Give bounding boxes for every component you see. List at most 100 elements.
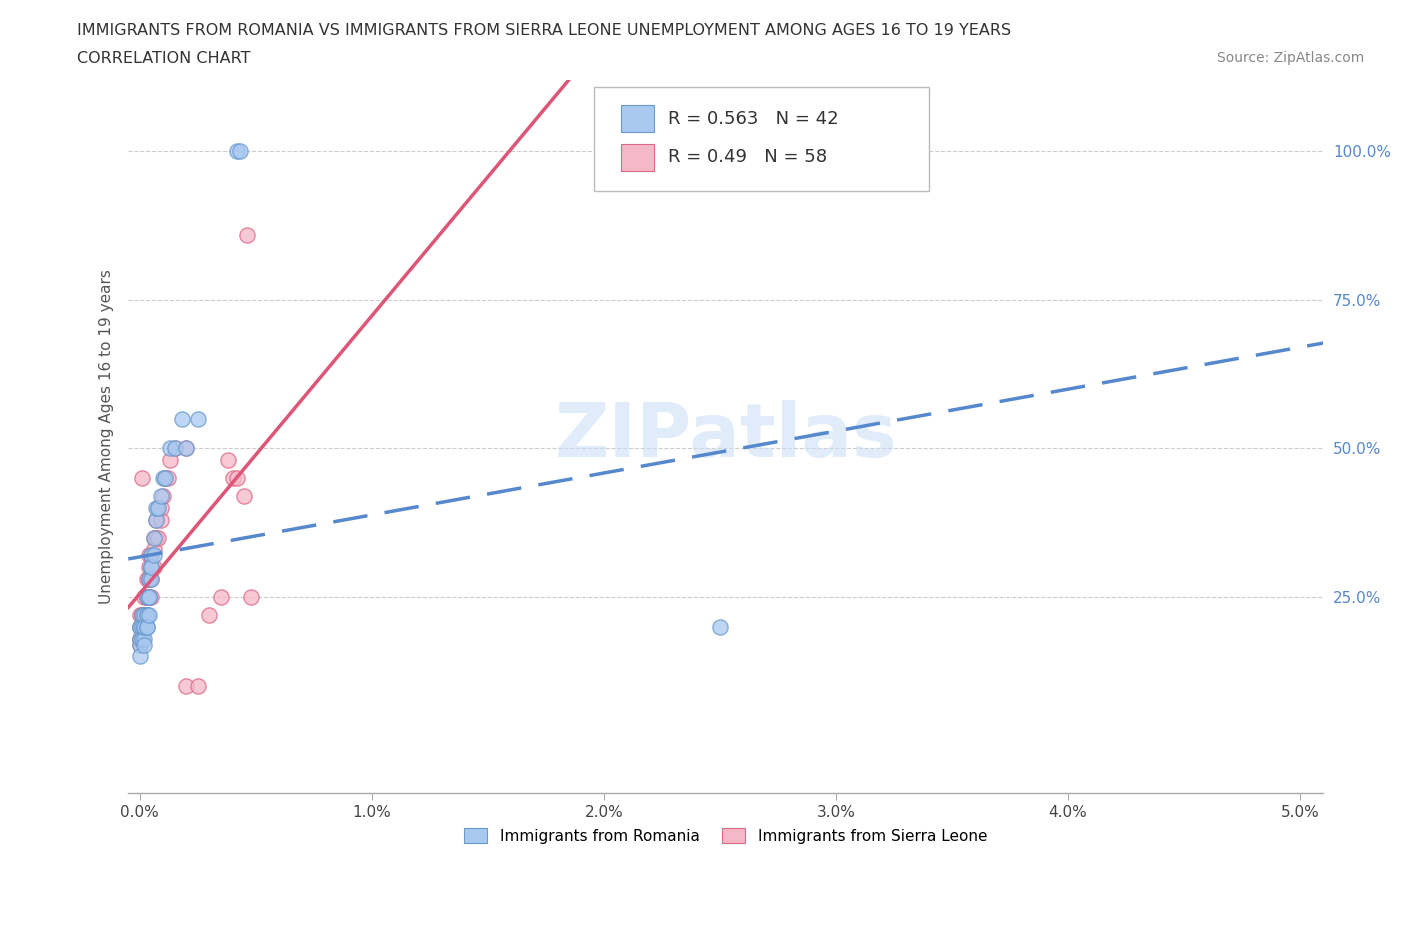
Point [141,572,163,587]
Point [170,411,193,426]
Point [138,590,160,604]
Point [142,548,165,563]
Point [138,560,160,575]
Point [134,619,156,634]
Point [145,512,167,527]
Point [174,441,197,456]
Point [131,607,153,622]
Point [221,471,243,485]
Y-axis label: Unemployment Among Ages 16 to 19 years: Unemployment Among Ages 16 to 19 years [100,269,114,604]
Point [135,590,157,604]
Point [134,607,156,622]
Point [128,637,150,652]
Point [142,530,165,545]
Point [156,471,179,485]
Point [141,560,163,575]
Bar [620,143,654,170]
Point [138,572,160,587]
Point [141,560,163,575]
Point [128,649,150,664]
Point [163,441,186,456]
Point [128,607,150,622]
Point [131,607,153,622]
Point [135,619,157,634]
Point [226,471,249,485]
Point [128,637,150,652]
Legend: Immigrants from Romania, Immigrants from Sierra Leone: Immigrants from Romania, Immigrants from… [458,821,993,850]
Text: R = 0.563   N = 42: R = 0.563 N = 42 [668,110,839,127]
Point [235,227,257,242]
Point [138,607,160,622]
Point [141,572,163,587]
Bar [620,105,654,132]
Point [134,631,156,646]
Point [135,590,157,604]
Point [128,631,150,646]
Point [131,619,153,634]
Point [134,637,156,652]
Point [155,471,177,485]
Text: R = 0.49   N = 58: R = 0.49 N = 58 [668,148,828,166]
Point [135,607,157,622]
Point [217,453,239,468]
Point [138,590,160,604]
Point [228,144,250,159]
Point [135,572,157,587]
Point [128,619,150,634]
Point [131,619,153,634]
Point [174,679,197,694]
Point [134,607,156,622]
Point [142,530,165,545]
Point [134,607,156,622]
Point [128,619,150,634]
Point [134,607,156,622]
Point [145,500,167,515]
Point [145,512,167,527]
Point [134,619,156,634]
Point [163,441,186,456]
Point [131,607,153,622]
Point [187,679,209,694]
Point [209,590,232,604]
Point [134,619,156,634]
Point [128,631,150,646]
Point [155,471,177,485]
Point [138,572,160,587]
Point [149,500,172,515]
Point [226,144,249,159]
Point [128,631,150,646]
Point [141,548,163,563]
Point [148,500,170,515]
Point [135,607,157,622]
Point [135,607,157,622]
Point [187,411,209,426]
Point [131,471,153,485]
Point [233,488,256,503]
Point [148,500,170,515]
Point [149,512,172,527]
Point [131,631,153,646]
Point [148,530,170,545]
Point [138,548,160,563]
Point [149,488,172,503]
Point [141,548,163,563]
Point [135,590,157,604]
Point [145,530,167,545]
Point [134,619,156,634]
Text: CORRELATION CHART: CORRELATION CHART [77,51,250,66]
Point [141,590,163,604]
Point [174,441,197,456]
Point [131,619,153,634]
Point [709,619,731,634]
Point [198,607,221,622]
Point [141,560,163,575]
Point [128,619,150,634]
Point [159,441,181,456]
Point [131,631,153,646]
Point [159,453,181,468]
Text: ZIPatlas: ZIPatlas [554,400,897,473]
Point [142,542,165,557]
Point [152,488,174,503]
Text: Source: ZipAtlas.com: Source: ZipAtlas.com [1216,51,1364,65]
Point [135,619,157,634]
